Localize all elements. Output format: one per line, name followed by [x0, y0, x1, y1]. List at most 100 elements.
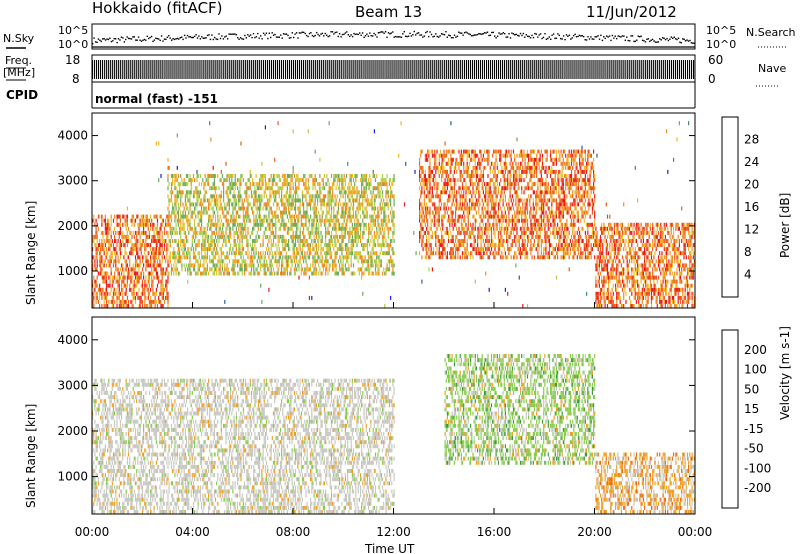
power-echo-cell: [457, 255, 459, 260]
power-echo-cell: [467, 190, 469, 195]
power-echo-cell: [214, 226, 217, 231]
power-echo-cell: [387, 202, 389, 207]
power-echo-cell: [240, 234, 242, 239]
power-echo-cell: [123, 234, 125, 239]
power-echo-cell: [101, 222, 103, 227]
noise-sky-point: [222, 38, 225, 40]
power-echo-cell: [250, 206, 253, 211]
power-echo-cell: [121, 304, 123, 308]
power-echo-cell: [185, 202, 188, 207]
power-echo-cell: [310, 174, 312, 178]
power-echo-cell: [349, 214, 351, 219]
power-echo-cell: [103, 271, 105, 276]
power-echo-cell: [422, 182, 424, 187]
power-echo-cell: [386, 226, 388, 231]
power-echo-cell: [284, 271, 286, 276]
power-echo-cell: [185, 239, 188, 243]
noise-sky-point: [384, 31, 387, 33]
power-echo-cell: [237, 239, 239, 243]
power-echo-cell: [373, 198, 375, 203]
power-echo-cell: [256, 210, 258, 215]
power-echo-cell: [301, 267, 304, 272]
power-echo-cell: [151, 251, 153, 256]
power-echo-cell: [341, 182, 343, 187]
noise-sky-point: [547, 37, 549, 40]
power-echo-cell: [112, 230, 115, 235]
power-echo-cell: [156, 275, 159, 280]
power-echo-cell: [173, 210, 175, 215]
power-echo-cell: [369, 182, 371, 187]
power-echo-cell: [460, 149, 462, 154]
power-echo-cell: [268, 214, 270, 219]
power-echo-cell: [206, 222, 208, 227]
power-echo-cell: [426, 226, 428, 231]
freq-bar: [576, 60, 578, 79]
power-echo-cell: [463, 169, 465, 174]
power-echo-cell: [180, 174, 182, 178]
power-echo-cell: [294, 222, 297, 227]
power-echo-cell: [358, 190, 360, 195]
power-echo-cell: [467, 218, 469, 223]
power-echo-cell: [100, 291, 102, 296]
power-echo-cell: [391, 247, 393, 252]
power-echo-cell: [276, 271, 278, 276]
power-echo-cell: [102, 230, 104, 235]
power-echo-cell: [218, 218, 220, 223]
power-echo-cell: [107, 259, 109, 264]
power-echo-cell: [358, 271, 360, 276]
freq-bar: [158, 60, 160, 79]
power-echo-cell: [426, 239, 428, 243]
power-echo-cell: [203, 182, 205, 187]
power-echo-cell: [441, 255, 443, 260]
power-echo-cell: [233, 206, 235, 211]
power-echo-cell: [438, 161, 440, 166]
power-echo-cell: [179, 271, 181, 276]
power-echo-cell: [92, 255, 94, 260]
power-echo-cell: [126, 283, 128, 288]
power-echo-cell: [125, 214, 127, 219]
power-echo-cell: [312, 247, 314, 252]
power-echo-cell: [460, 190, 462, 195]
noise-sky-point: [435, 33, 437, 35]
power-echo-cell: [386, 243, 388, 248]
power-echo-cell: [156, 234, 159, 239]
power-echo-cell: [448, 149, 450, 154]
power-echo-cell: [303, 222, 305, 227]
power-echo-cell: [335, 226, 337, 231]
power-echo-cell: [291, 198, 293, 203]
power-echo-cell: [114, 214, 116, 219]
power-echo-cell: [230, 182, 232, 187]
noise-sky-point: [340, 36, 342, 38]
power-echo-cell: [363, 174, 365, 178]
power-echo-cell: [239, 214, 241, 219]
power-echo-cell: [381, 222, 384, 227]
power-echo-cell: [237, 271, 239, 276]
power-echo-cell: [248, 202, 250, 207]
noise-sky-point: [620, 36, 622, 38]
power-echo-cell: [455, 251, 457, 256]
power-echo-cell: [97, 287, 99, 292]
power-echo-cell: [173, 263, 175, 268]
power-echo-cell: [325, 271, 327, 276]
power-echo-cell: [243, 214, 246, 219]
power-echo-cell: [122, 214, 124, 219]
power-echo-cell: [340, 214, 342, 219]
power-echo-cell: [218, 230, 220, 235]
power-echo-cell: [361, 243, 363, 248]
noise-sky-point: [534, 32, 536, 35]
power-echo-cell: [105, 287, 108, 292]
noise-sky-point: [221, 35, 223, 37]
power-echo-cell: [279, 222, 282, 227]
noise-sky-point: [485, 32, 487, 34]
power-echo-cell: [334, 202, 336, 207]
power-echo-cell: [284, 267, 286, 272]
power-echo-cell: [256, 239, 258, 243]
freq-bar: [112, 60, 114, 79]
power-echo-cell: [436, 149, 438, 154]
power-echo-cell: [437, 210, 439, 215]
power-echo-cell: [209, 202, 211, 207]
power-echo-cell: [131, 243, 133, 248]
power-echo-cell: [108, 247, 110, 252]
power-echo-cell: [369, 186, 371, 191]
power-echo-cell: [235, 214, 237, 219]
